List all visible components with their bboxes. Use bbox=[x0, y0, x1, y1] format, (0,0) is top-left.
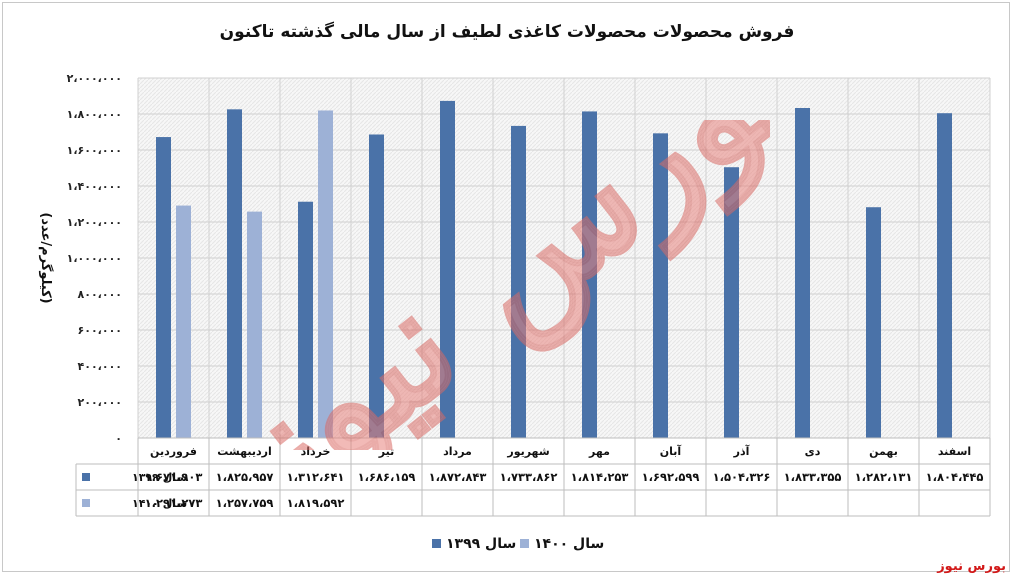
x-tick-label: خرداد bbox=[301, 445, 331, 458]
data-label: ۱،۲۸۲،۱۳۱ bbox=[855, 470, 913, 484]
legend-key-1400 bbox=[520, 539, 529, 548]
bar-1400-2 bbox=[318, 110, 333, 438]
data-label: ۱،۶۹۲،۵۹۹ bbox=[642, 470, 700, 484]
legend-label-1400: سال ۱۴۰۰ bbox=[534, 536, 604, 552]
x-tick-label: آبان bbox=[660, 444, 682, 458]
data-label: ۱،۲۹۱،۲۷۳ bbox=[145, 496, 203, 510]
y-tick-label: ۰ bbox=[115, 432, 122, 445]
data-label: ۱،۸۷۲،۸۴۳ bbox=[429, 470, 487, 484]
x-tick-label: تیر bbox=[378, 445, 394, 458]
source-label: بورس نیوز bbox=[937, 559, 1006, 574]
y-tick-label: ۱،۶۰۰،۰۰۰ bbox=[67, 144, 122, 157]
y-tick-label: ۶۰۰،۰۰۰ bbox=[78, 324, 122, 337]
y-tick-label: ۴۰۰،۰۰۰ bbox=[78, 360, 122, 373]
data-label: ۱،۸۰۴،۴۴۵ bbox=[926, 470, 984, 484]
bar-1399-1 bbox=[227, 109, 242, 438]
y-tick-label: ۱،۰۰۰،۰۰۰ bbox=[67, 252, 122, 265]
legend: سال ۱۳۹۹ سال ۱۴۰۰ bbox=[432, 536, 604, 552]
grid-lines bbox=[137, 77, 991, 439]
data-label: ۱،۶۷۱،۹۰۳ bbox=[145, 470, 203, 484]
legend-label-1399: سال ۱۳۹۹ bbox=[446, 536, 516, 552]
legend-key-1399 bbox=[432, 539, 441, 548]
data-label: ۱،۵۰۴،۳۲۶ bbox=[713, 470, 771, 484]
y-tick-label: ۱،۲۰۰،۰۰۰ bbox=[67, 216, 122, 229]
y-axis-ticks: ۰ ۲۰۰،۰۰۰ ۴۰۰،۰۰۰ ۶۰۰،۰۰۰ ۸۰۰،۰۰۰ ۱،۰۰۰،۰۰۰ ۱،… bbox=[67, 72, 122, 445]
bars bbox=[156, 100, 952, 439]
x-tick-label: آذر bbox=[733, 444, 750, 458]
y-axis-label: (کیلوگرم/عدد) bbox=[38, 212, 54, 303]
data-label: ۱،۶۸۶،۱۵۹ bbox=[358, 470, 416, 484]
x-tick-label: دی bbox=[805, 445, 821, 458]
y-tick-label: ۲،۰۰۰،۰۰۰ bbox=[67, 72, 122, 85]
y-tick-label: ۲۰۰،۰۰۰ bbox=[78, 396, 122, 409]
data-table: فروردین اردیبهشت خرداد تیر مرداد شهریور مهر آبا… bbox=[75, 437, 991, 517]
y-tick-label: ۱،۸۰۰،۰۰۰ bbox=[67, 108, 122, 121]
data-label: ۱،۸۲۵،۹۵۷ bbox=[216, 470, 274, 484]
x-tick-label: مرداد bbox=[443, 445, 472, 458]
data-label: ۱،۷۳۳،۸۶۲ bbox=[500, 470, 558, 484]
bar-1399-6 bbox=[582, 111, 597, 439]
bar-1399-5 bbox=[511, 125, 526, 438]
chart-title: فروش محصولات محصولات کاغذی لطیف از سال م… bbox=[219, 22, 795, 42]
bar-1399-8 bbox=[724, 167, 739, 438]
x-tick-label: اردیبهشت bbox=[217, 445, 271, 458]
data-label: ۱،۳۱۲،۶۴۱ bbox=[287, 470, 345, 484]
bar-1399-0 bbox=[156, 137, 171, 438]
bar-1399-9 bbox=[795, 107, 810, 439]
bar-1399-2 bbox=[298, 201, 313, 438]
bar-1399-10 bbox=[866, 207, 881, 438]
x-tick-label: بهمن bbox=[869, 445, 898, 458]
x-tick-label: فروردین bbox=[150, 445, 197, 458]
bar-1399-3 bbox=[369, 134, 384, 438]
table-legend-key bbox=[82, 473, 90, 481]
data-label: ۱،۸۳۳،۳۵۵ bbox=[784, 470, 842, 484]
bar-1400-1 bbox=[247, 211, 262, 438]
data-label: ۱،۸۱۴،۲۵۳ bbox=[571, 470, 629, 484]
bar-1399-4 bbox=[440, 100, 455, 439]
data-label: ۱،۸۱۹،۵۹۲ bbox=[287, 496, 345, 510]
table-series-name: سال ۱۴۰۰ bbox=[132, 497, 187, 510]
y-tick-label: ۸۰۰،۰۰۰ bbox=[78, 288, 122, 301]
y-axis-label-group: (کیلوگرم/عدد) bbox=[38, 212, 54, 303]
data-label: ۱،۲۵۷،۷۵۹ bbox=[216, 496, 274, 510]
bar-1399-7 bbox=[653, 133, 668, 438]
table-legend-key bbox=[82, 499, 90, 507]
x-tick-label: اسفند bbox=[938, 445, 971, 458]
x-tick-label: شهریور bbox=[506, 445, 549, 458]
y-tick-label: ۱،۴۰۰،۰۰۰ bbox=[67, 180, 122, 193]
bar-1399-11 bbox=[937, 113, 952, 439]
bar-1400-0 bbox=[176, 205, 191, 438]
x-tick-label: مهر bbox=[588, 445, 610, 458]
table-series-name: سال ۱۳۹۹ bbox=[132, 471, 187, 484]
